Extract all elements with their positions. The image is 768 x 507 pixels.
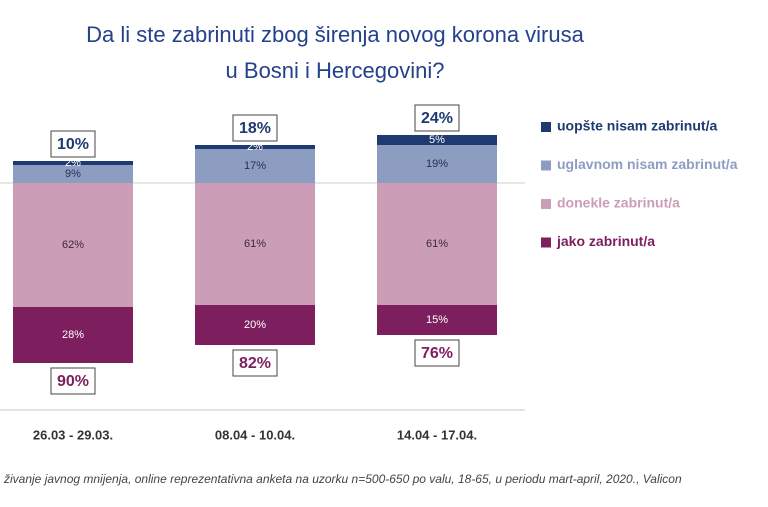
total-label: 10% (57, 136, 89, 153)
legend-swatch (541, 199, 551, 209)
legend-label: uopšte nisam zabrinut/a (557, 118, 717, 134)
bar-segment (377, 183, 497, 305)
bar-segment (195, 149, 315, 183)
bar-segment (13, 307, 133, 363)
value-label: 17% (244, 160, 266, 172)
total-label: 90% (57, 373, 89, 390)
value-label: 9% (65, 168, 81, 180)
bar-segment (195, 305, 315, 345)
bar-segment (195, 183, 315, 305)
value-label: 61% (244, 238, 266, 250)
x-tick-label: 14.04 - 17.04. (397, 427, 477, 442)
total-box (414, 339, 460, 367)
value-label: 2% (247, 141, 263, 153)
legend-label: jako zabrinut/a (556, 233, 655, 249)
x-tick-label: 26.03 - 29.03. (33, 427, 113, 442)
total-box (414, 104, 460, 132)
value-label: 15% (426, 314, 448, 326)
chart-title: u Bosni i Hercegovini? (226, 58, 445, 83)
legend-label: uglavnom nisam zabrinut/a (557, 156, 738, 172)
bar-segment (377, 305, 497, 335)
total-box (232, 114, 278, 142)
bar-segment (195, 145, 315, 149)
chart-title: Da li ste zabrinuti zbog širenja novog k… (86, 22, 584, 47)
total-label: 82% (239, 355, 271, 372)
legend-swatch (541, 237, 551, 248)
bar-segment (13, 183, 133, 307)
value-label: 28% (62, 329, 84, 341)
value-label: 19% (426, 158, 448, 170)
value-label: 5% (429, 134, 445, 146)
bar-segment (377, 145, 497, 183)
total-label: 18% (239, 120, 271, 137)
footnote: živanje javnog mnijenja, online reprezen… (3, 472, 682, 486)
legend-swatch (541, 160, 551, 171)
legend-swatch (541, 122, 551, 132)
legend-label: donekle zabrinut/a (557, 195, 680, 211)
bar-segment (13, 165, 133, 183)
total-box (50, 130, 96, 158)
total-label: 24% (421, 110, 453, 127)
bar-segment (13, 161, 133, 165)
total-label: 76% (421, 345, 453, 362)
value-label: 61% (426, 238, 448, 250)
value-label: 2% (65, 157, 81, 169)
x-tick-label: 08.04 - 10.04. (215, 427, 295, 442)
value-label: 20% (244, 319, 266, 331)
total-box (50, 367, 96, 395)
total-box (232, 349, 278, 377)
value-label: 62% (62, 239, 84, 251)
bar-segment (377, 135, 497, 145)
